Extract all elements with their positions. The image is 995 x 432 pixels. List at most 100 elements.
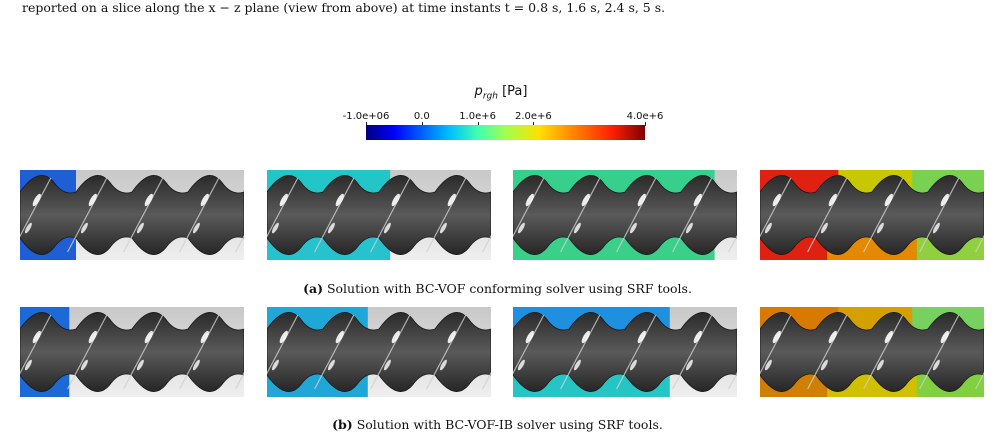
highlight [693,330,702,344]
flight-edge [975,371,984,390]
flight-edge [728,371,737,390]
highlight [439,222,447,234]
highlight [335,330,344,344]
flight-edge [314,177,355,253]
caption-a-text: Solution with BC-VOF conforming solver u… [323,281,692,296]
flight-edge [560,177,601,253]
flight-edge [807,314,848,390]
flight-edge [863,177,904,253]
highlight [573,222,581,234]
caption-a-tag: (a) [303,281,323,296]
highlight [884,193,893,207]
screw-view [267,307,491,397]
colorbar-title-unit: [Pa] [497,84,528,99]
highlight [383,222,391,234]
colorbar-title-var: p [474,84,483,99]
colorbar-tick-label: 4.0e+6 [626,111,664,122]
colorbar-tick-mark [421,122,423,126]
highlight [932,359,940,371]
highlight [685,222,693,234]
panel-b-t1 [20,307,244,397]
flight-edge [370,177,411,253]
screw-body [513,312,737,392]
colorbar-tick-label: 1.0e+6 [459,111,496,122]
highlight [279,193,288,207]
panel-b-t3 [513,307,737,397]
flight-edge [426,314,467,390]
flight-edge [513,177,545,238]
screw-body [760,175,984,255]
colorbar-tick-mark [533,122,535,126]
highlight [581,193,590,207]
flight-edge [20,314,52,375]
colorbar-tick-label: 2.0e+6 [514,111,552,122]
highlight [940,330,949,344]
screw-body [267,175,491,255]
highlight [525,330,534,344]
screw-body [20,312,244,392]
colorbar-title-sub: rgh [482,91,498,102]
flight-edge [267,314,299,375]
highlight [80,222,88,234]
highlight [327,222,335,234]
flight-edge [314,314,355,390]
screw-body [760,312,984,392]
highlight [24,359,32,371]
screw-body [513,175,737,255]
flight-edge [179,177,220,253]
highlight [764,359,772,371]
highlight [88,193,97,207]
highlight [772,193,781,207]
flight-edge [267,177,299,238]
panel-a-t3 [513,170,737,260]
panel-a-t2 [267,170,491,260]
highlight [637,193,646,207]
colorbar-tick-mark [645,122,646,126]
highlight [144,330,153,344]
flight-edge [760,314,792,375]
flight-edge [482,371,491,390]
highlight [629,222,637,234]
intro-text: reported on a slice along the x − z plan… [22,0,666,15]
highlight [685,359,693,371]
caption-a: (a) Solution with BC-VOF conforming solv… [0,281,995,296]
flight-edge [20,177,52,238]
highlight [271,359,279,371]
flight-edge [67,314,108,390]
highlight [876,359,884,371]
screw-body [267,312,491,392]
colorbar-tick-label: 0.0 [413,111,430,122]
highlight [573,359,581,371]
caption-b: (b) Solution with BC-VOF-IB solver using… [0,417,995,432]
flight-edge [235,234,244,253]
highlight [136,222,144,234]
flight-edge [919,177,960,253]
flight-edge [975,234,984,253]
flight-edge [672,314,713,390]
highlight [271,222,279,234]
highlight [80,359,88,371]
flight-edge [482,234,491,253]
highlight [525,193,534,207]
flight-edge [863,314,904,390]
highlight [820,359,828,371]
caption-b-text: Solution with BC-VOF-IB solver using SRF… [352,417,663,432]
flight-edge [426,177,467,253]
panel-b-t2 [267,307,491,397]
colorbar-tick-mark [477,122,479,126]
highlight [884,330,893,344]
highlight [693,193,702,207]
highlight [932,222,940,234]
highlight [828,330,837,344]
screw-view [20,307,244,397]
highlight [279,330,288,344]
highlight [327,359,335,371]
flight-edge [616,314,657,390]
highlight [335,193,344,207]
highlight [447,330,456,344]
highlight [764,222,772,234]
highlight [940,193,949,207]
highlight [32,330,41,344]
panel-b-t4 [760,307,984,397]
highlight [391,330,400,344]
